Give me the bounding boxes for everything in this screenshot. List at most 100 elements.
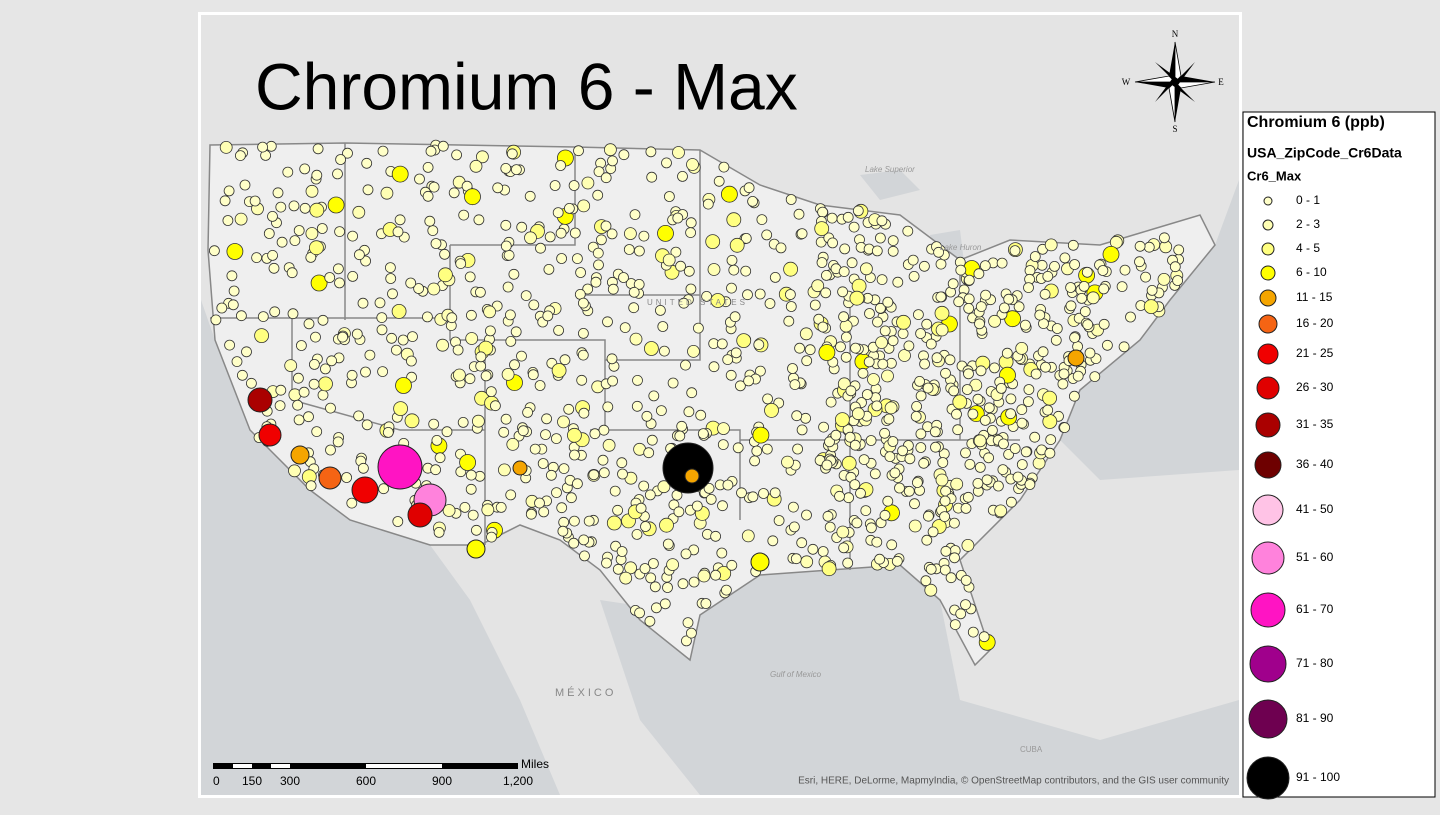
point (838, 542, 850, 554)
legend-symbol (1249, 645, 1287, 683)
point (505, 335, 517, 347)
point (208, 245, 220, 257)
point (849, 479, 861, 491)
point (497, 463, 511, 477)
point (995, 382, 1007, 394)
point (834, 490, 845, 502)
point (267, 210, 278, 222)
point (618, 149, 630, 161)
point (680, 359, 691, 371)
point (1044, 238, 1058, 252)
point (631, 529, 643, 540)
point (390, 344, 402, 356)
point (1015, 341, 1029, 355)
point (687, 344, 700, 358)
point (933, 246, 944, 258)
point (955, 264, 967, 276)
point (675, 260, 686, 272)
point (332, 168, 343, 180)
point (226, 243, 244, 260)
point (541, 413, 552, 425)
point (569, 449, 580, 461)
point (924, 583, 938, 597)
point (998, 438, 1009, 450)
point (295, 340, 307, 351)
point (566, 492, 577, 504)
point (666, 558, 679, 571)
point (1067, 349, 1085, 367)
point (662, 253, 676, 267)
point (751, 445, 763, 457)
point (623, 244, 635, 255)
point (413, 283, 425, 294)
point (470, 524, 482, 536)
point (598, 424, 610, 436)
point (1005, 408, 1016, 420)
point (351, 328, 363, 340)
point (578, 407, 590, 419)
point (219, 140, 233, 154)
point (457, 416, 469, 428)
point (569, 515, 580, 527)
point (749, 455, 760, 467)
point (535, 242, 546, 254)
point (843, 492, 854, 504)
point (796, 537, 808, 549)
point (405, 277, 417, 289)
point (436, 338, 450, 352)
point (935, 291, 947, 303)
point (1098, 283, 1110, 295)
point (467, 509, 479, 521)
point (377, 444, 423, 490)
point (1044, 447, 1056, 459)
point (555, 160, 566, 171)
point (634, 607, 645, 619)
point (960, 599, 971, 610)
point (935, 473, 949, 487)
point (1134, 240, 1146, 252)
point (534, 497, 545, 509)
point (317, 389, 329, 401)
point (272, 187, 284, 199)
point (391, 165, 409, 183)
point (251, 252, 263, 264)
point (473, 214, 485, 226)
point (293, 414, 305, 426)
legend-label: 61 - 70 (1296, 602, 1334, 616)
point (646, 171, 658, 183)
point (619, 571, 633, 585)
point (858, 454, 870, 466)
point (949, 517, 960, 529)
point (877, 358, 889, 370)
point (975, 301, 987, 313)
point (612, 504, 623, 516)
point (824, 521, 836, 533)
point (838, 311, 849, 323)
point (975, 365, 987, 377)
point (907, 254, 919, 266)
point (414, 173, 425, 185)
label-united-states: UNITED STATES (647, 298, 748, 307)
point (299, 163, 311, 175)
point (606, 515, 622, 531)
point (909, 498, 920, 510)
point (325, 402, 336, 414)
point (871, 536, 883, 548)
point (796, 228, 808, 240)
point (705, 493, 717, 505)
point (842, 557, 854, 569)
point (425, 145, 437, 157)
point (821, 561, 837, 577)
point (979, 414, 991, 426)
point (1173, 244, 1185, 256)
legend-symbol (1254, 451, 1282, 479)
scale-label: 300 (280, 774, 300, 788)
point (551, 363, 567, 378)
point (735, 380, 746, 392)
point (501, 367, 515, 381)
point (510, 326, 522, 338)
point (1116, 281, 1128, 293)
scale-label: 150 (242, 774, 262, 788)
legend-layer: USA_ZipCode_Cr6Data (1247, 145, 1402, 161)
point (1013, 301, 1025, 313)
